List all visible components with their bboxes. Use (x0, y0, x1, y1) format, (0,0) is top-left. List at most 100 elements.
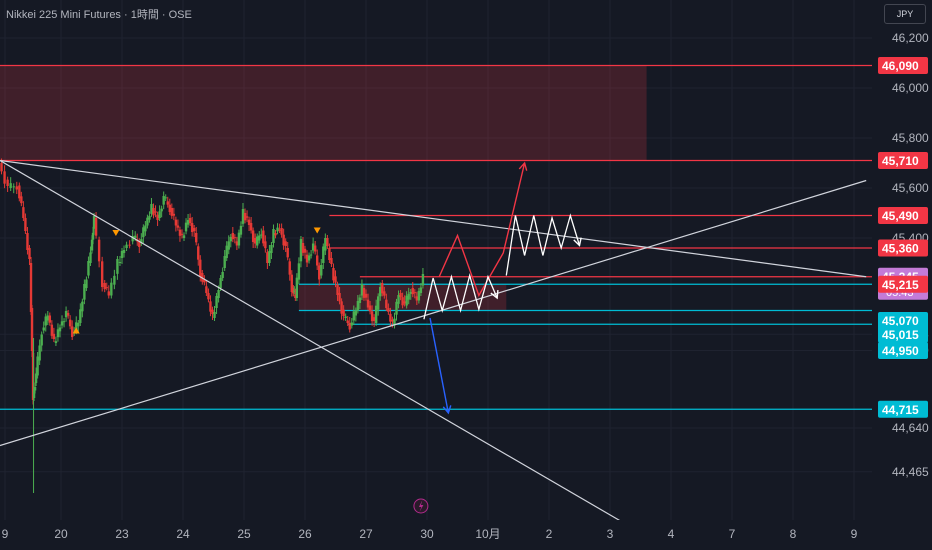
candle-body (239, 225, 243, 235)
candle-body (356, 301, 360, 311)
grid-lines (0, 0, 872, 520)
candle-body (97, 239, 101, 262)
y-tick-label-3: 45,600 (892, 181, 929, 195)
candle-body (409, 292, 412, 294)
candle-body (48, 315, 52, 323)
candle-body (324, 238, 327, 251)
candle-body (158, 211, 161, 218)
candle-body (370, 311, 374, 322)
candle-body (301, 243, 305, 253)
price-tag-label-8: 44,950 (882, 344, 919, 358)
candle-body (199, 259, 202, 277)
candle-body (142, 227, 145, 238)
candle-body (100, 261, 104, 287)
candle-body (393, 318, 396, 326)
price-tag-bg-0 (878, 57, 928, 74)
candle-body (75, 322, 78, 330)
price-tags: 46,09045,71045,49045,36045,24505:4345,21… (878, 57, 928, 418)
signal-markers (72, 227, 429, 514)
candle-body (56, 329, 60, 338)
candle-body (15, 186, 18, 190)
candle-body (38, 345, 41, 361)
horizontal-levels (0, 64, 872, 410)
candle-body (211, 309, 214, 314)
candle-body (389, 313, 392, 322)
trendline-0 (0, 159, 867, 278)
x-tick-label-0: 9 (2, 527, 9, 541)
candle-body (68, 319, 72, 327)
candle-body (303, 248, 307, 253)
candle-body (176, 225, 180, 228)
price-tag-bg-7 (878, 325, 928, 343)
candle-body (195, 233, 198, 243)
candle-body (113, 275, 116, 285)
candle-body (249, 223, 253, 231)
trendlines (0, 159, 867, 527)
candle-body (128, 244, 131, 246)
candle-body (205, 286, 208, 293)
y-tick-label-1: 46,000 (892, 81, 929, 95)
candle-body (278, 229, 281, 231)
candle-body (387, 308, 390, 312)
price-tag-label-7: 45,015 (882, 328, 919, 342)
x-tick-label-1: 20 (54, 527, 68, 541)
price-tag-label-0: 46,090 (882, 59, 919, 73)
candle-body (87, 261, 90, 276)
x-tick-label-8: 10月 (475, 527, 500, 541)
candle-body (352, 311, 355, 321)
candle-body (258, 235, 261, 241)
candle-body (217, 290, 220, 298)
candle-body (336, 284, 339, 295)
candle-body (270, 245, 273, 253)
candle-body (401, 297, 404, 306)
candle-body (92, 216, 96, 229)
candle-body (348, 323, 351, 330)
price-tag-bg-6 (878, 312, 928, 329)
candle-body (280, 228, 283, 235)
candle-body (190, 223, 194, 232)
x-tick-label-3: 24 (176, 527, 190, 541)
candle-body (150, 204, 153, 214)
candle-body (103, 283, 106, 290)
candle-body (54, 341, 58, 343)
candle-body (354, 310, 358, 316)
signal-marker-2 (72, 327, 80, 334)
candle-body (70, 326, 74, 337)
candle-body (227, 241, 230, 250)
candle-body (148, 215, 151, 220)
candle-body (178, 229, 182, 236)
candle-body (172, 213, 176, 216)
candle-body (20, 196, 23, 204)
price-tag-label-5: 45,215 (882, 278, 919, 292)
signal-marker-0 (112, 230, 120, 236)
candle-body (36, 356, 39, 376)
candle-body (372, 317, 376, 321)
candle-body (233, 237, 237, 239)
candle-body (3, 171, 6, 184)
candle-body (91, 232, 95, 240)
candle-body (197, 246, 200, 260)
candle-body (22, 207, 25, 218)
candle-body (385, 299, 388, 308)
candle-body (318, 265, 321, 280)
candle-body (295, 277, 299, 298)
candle-body (243, 213, 247, 221)
time-axis[interactable]: 9 20 23 24 25 26 27 30 10月 2 3 4 7 8 9 (2, 527, 858, 541)
projection-arrowhead-1 (442, 405, 452, 415)
zigzag-arrowhead-1 (573, 237, 582, 247)
candle-body (247, 219, 251, 225)
candle-body (219, 278, 222, 288)
currency-button[interactable]: JPY (884, 4, 926, 24)
candle-body (413, 292, 416, 294)
candle-body (320, 265, 323, 276)
candle-body (266, 252, 269, 263)
candle-body (180, 233, 184, 235)
candle-body (105, 287, 108, 289)
candle-body (29, 263, 33, 312)
candle-body (368, 305, 372, 312)
candle-body (221, 272, 224, 278)
price-tag-label-6: 45,070 (882, 314, 919, 328)
candle-body (52, 333, 56, 339)
candle-body (215, 296, 218, 308)
